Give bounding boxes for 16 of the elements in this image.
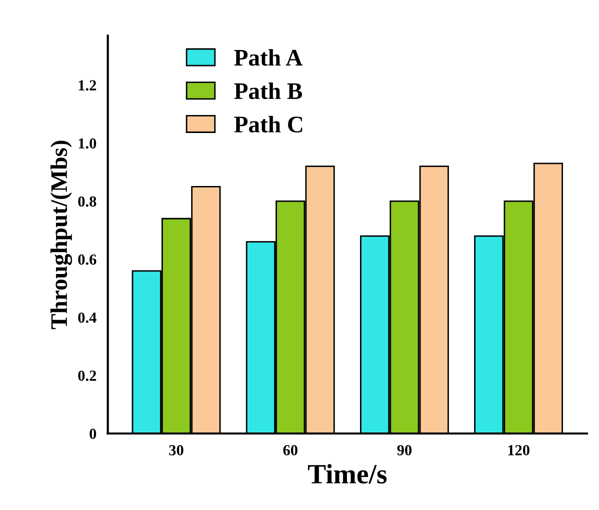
legend-label: Path C [234,116,302,132]
x-axis-title: Time/s [308,464,387,484]
x-tick-label: 120 [508,445,530,456]
y-tick-label: 0.6 [78,254,96,265]
y-tick-label: 1.0 [78,138,96,149]
y-tick-label: 0.4 [78,312,96,323]
x-tick-label: 60 [283,445,298,456]
y-tick-label: 0.8 [78,196,96,207]
y-tick-label: 0.2 [78,370,96,381]
legend-label: Path A [234,49,302,66]
legend-label: Path B [234,82,302,100]
y-tick-label: 1.2 [78,80,96,91]
x-tick-label: 90 [397,445,412,456]
y-axis-title: Throughput/(Mbs) [50,140,72,330]
y-tick-label: 0 [90,428,96,439]
x-tick-label: 30 [169,445,184,456]
